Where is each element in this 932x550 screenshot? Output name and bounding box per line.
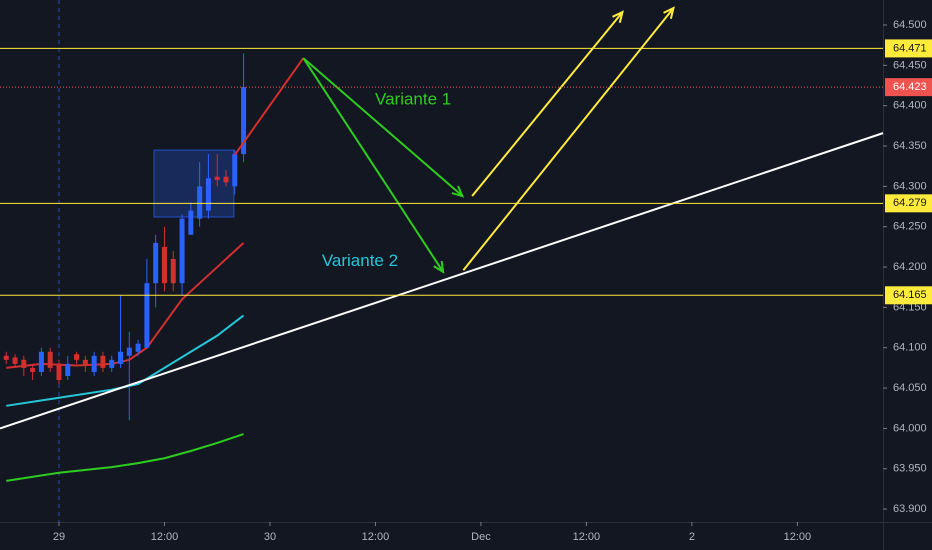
- candle-body: [153, 242, 159, 284]
- y-tick-label: 64.400: [893, 100, 927, 112]
- x-tick-label: 12:00: [573, 531, 601, 543]
- candle-body: [144, 283, 150, 348]
- candle-body: [3, 355, 9, 360]
- price-label: 64.423: [893, 81, 927, 93]
- y-tick-label: 64.100: [893, 342, 927, 354]
- annotation: Variante 1: [375, 90, 451, 109]
- arrow-head: [451, 185, 465, 198]
- arrow-head: [663, 6, 675, 20]
- y-tick-label: 64.150: [893, 301, 927, 313]
- x-tick-label: 30: [264, 531, 276, 543]
- y-tick-label: 64.350: [893, 140, 927, 152]
- y-tick-label: 64.300: [893, 180, 927, 192]
- candle-body: [118, 351, 124, 364]
- y-tick-label: 64.050: [893, 382, 927, 394]
- y-tick-label: 64.000: [893, 422, 927, 434]
- candle-body: [135, 343, 141, 352]
- candle-body: [56, 363, 62, 381]
- y-tick-label: 64.200: [893, 261, 927, 273]
- candle-body: [30, 367, 36, 372]
- price-label-box: [885, 194, 932, 213]
- price-label: 64.165: [893, 289, 927, 301]
- annotation: Variante 2: [322, 251, 398, 270]
- candle-body: [161, 246, 167, 284]
- x-tick-label: 12:00: [362, 531, 390, 543]
- price-label-box: [885, 39, 932, 58]
- candle-body: [126, 347, 132, 356]
- price-label-box: [885, 78, 932, 97]
- trend-line: [233, 57, 305, 156]
- candle-body: [100, 355, 106, 368]
- y-tick-label: 64.500: [893, 19, 927, 31]
- candle-body: [232, 154, 238, 187]
- candle-body: [82, 359, 88, 366]
- candle-body: [197, 186, 203, 219]
- y-tick-label: 63.900: [893, 503, 927, 515]
- y-tick-label: 63.950: [893, 463, 927, 475]
- candle-body: [214, 176, 220, 180]
- candle-body: [109, 359, 115, 368]
- ma-line: [6, 314, 245, 407]
- candle-body: [47, 351, 53, 368]
- x-tick-label: 2: [689, 531, 695, 543]
- y-tick-label: 64.450: [893, 59, 927, 71]
- y-tick-label: 64.250: [893, 221, 927, 233]
- price-label-box: [885, 286, 932, 305]
- candle-body: [170, 258, 176, 284]
- price-label: 64.279: [893, 197, 927, 209]
- x-tick-label: Dec: [471, 531, 491, 543]
- candle-body: [188, 210, 194, 235]
- candle-body: [65, 363, 71, 376]
- range-box: [153, 149, 235, 218]
- candle-body: [12, 357, 18, 364]
- x-tick-label: 29: [53, 531, 65, 543]
- ma-line: [6, 433, 244, 482]
- arrow: [462, 7, 675, 271]
- candle-body: [223, 176, 229, 183]
- candle-body: [241, 87, 247, 155]
- arrow: [302, 57, 444, 273]
- candle-body: [74, 354, 80, 360]
- candle-body: [205, 178, 211, 211]
- x-tick-label: 12:00: [784, 531, 812, 543]
- trend-line: [0, 132, 884, 430]
- candle-body: [91, 355, 97, 372]
- x-tick-label: 12:00: [151, 531, 179, 543]
- arrow: [471, 11, 624, 197]
- price-label: 64.471: [893, 42, 927, 54]
- arrow: [302, 57, 464, 197]
- arrow-head: [433, 260, 445, 274]
- candle-body: [38, 351, 44, 372]
- candle-body: [179, 218, 185, 284]
- arrow-head: [612, 10, 624, 24]
- candle-body: [21, 359, 27, 368]
